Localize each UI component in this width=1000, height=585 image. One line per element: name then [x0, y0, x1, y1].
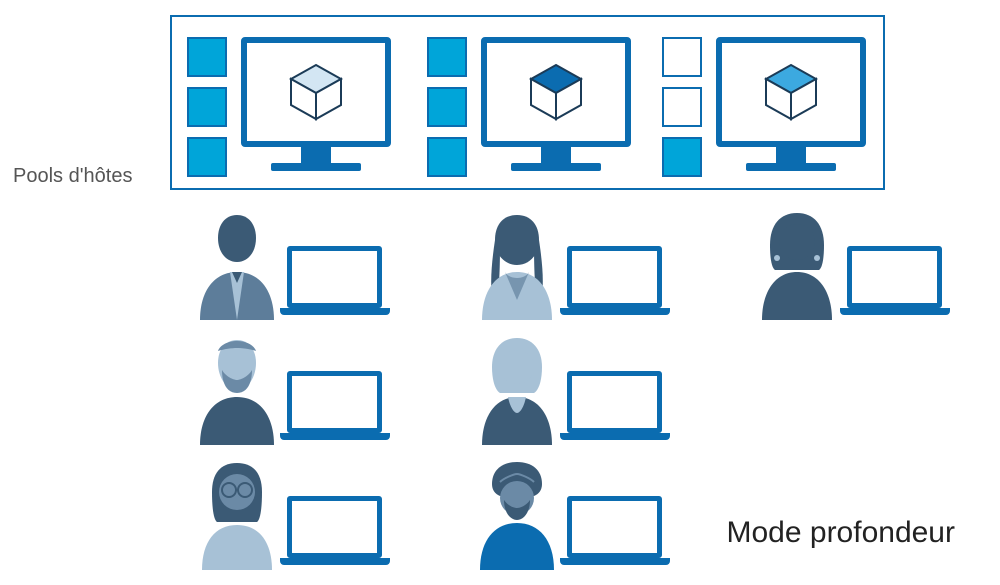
- laptop-icon: [280, 371, 390, 440]
- laptop-icon: [560, 371, 670, 440]
- laptop-icon: [280, 496, 390, 565]
- slot-icon: [662, 87, 702, 127]
- laptop-icon: [560, 496, 670, 565]
- user-cell-empty: [750, 455, 950, 570]
- user-cell: [470, 455, 670, 570]
- host-3-slots: [662, 37, 702, 187]
- slot-icon: [427, 37, 467, 77]
- user-cell: [470, 205, 670, 320]
- avatar-woman-glasses-icon: [190, 460, 285, 570]
- avatar-woman-braids-icon: [470, 210, 565, 320]
- monitor-icon: [481, 37, 631, 171]
- slot-icon: [427, 137, 467, 177]
- host-1: [187, 37, 391, 187]
- avatar-man-turban-icon: [470, 460, 565, 570]
- monitor-icon: [241, 37, 391, 171]
- slot-icon: [187, 137, 227, 177]
- monitor-icon: [716, 37, 866, 171]
- host-pool-label: Pools d'hôtes: [13, 165, 132, 188]
- host-pool-container: [170, 15, 885, 190]
- host-1-slots: [187, 37, 227, 187]
- laptop-icon: [840, 246, 950, 315]
- user-row: [190, 330, 950, 445]
- host-3: [662, 37, 866, 187]
- user-cell: [190, 455, 390, 570]
- mode-label: Mode profondeur: [727, 516, 956, 550]
- user-row: [190, 205, 950, 320]
- cube-icon: [756, 57, 826, 127]
- avatar-man-suit-icon: [190, 210, 285, 320]
- avatar-woman-short-icon: [470, 335, 565, 445]
- slot-icon: [187, 87, 227, 127]
- user-cell-empty: [750, 330, 950, 445]
- user-cell: [470, 330, 670, 445]
- user-cell: [750, 205, 950, 320]
- laptop-icon: [280, 246, 390, 315]
- slot-icon: [187, 37, 227, 77]
- cube-icon: [521, 57, 591, 127]
- laptop-icon: [560, 246, 670, 315]
- host-2-slots: [427, 37, 467, 187]
- avatar-man-beard-icon: [190, 335, 285, 445]
- host-2: [427, 37, 631, 187]
- user-cell: [190, 330, 390, 445]
- avatar-woman-bob-icon: [750, 210, 845, 320]
- slot-icon: [662, 37, 702, 77]
- slot-icon: [427, 87, 467, 127]
- slot-icon: [662, 137, 702, 177]
- user-cell: [190, 205, 390, 320]
- user-row: [190, 455, 950, 570]
- cube-icon: [281, 57, 351, 127]
